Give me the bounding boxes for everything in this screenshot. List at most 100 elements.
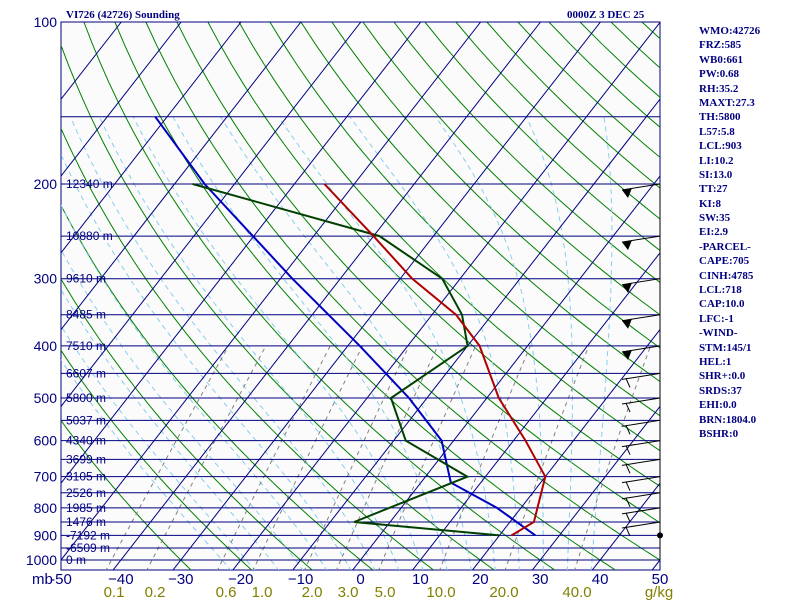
temperature-axis-labels: -50 −40 −30 −20 −10 0 10 20 30 40 50 mb (32, 571, 668, 588)
wind-barbs (621, 183, 663, 560)
isotherm-line (112, 22, 541, 570)
dry-adiabat-line (61, 419, 192, 570)
wind-barb-flag (622, 318, 632, 329)
index-item: LCL:718 (699, 284, 742, 297)
wind-barb-feather (625, 425, 631, 435)
pressure-label: 600 (34, 433, 58, 449)
wind-barb-feather (625, 497, 631, 507)
temperature-tick-label: 30 (532, 571, 549, 588)
index-item: L57:5.8 (699, 125, 735, 138)
height-label: 7510 m (66, 339, 106, 353)
pressure-label: 700 (34, 469, 58, 485)
wind-barb (621, 397, 661, 405)
wind-barb (621, 419, 661, 427)
index-item: TH:5800 (699, 111, 741, 124)
pressure-label: 500 (34, 390, 58, 406)
isotherm-line (61, 22, 362, 408)
height-label: 0 m (66, 553, 86, 567)
mixing-ratio-tick-label: 10.0 (426, 584, 455, 600)
mixing-ratio-line (105, 345, 230, 570)
mixing-ratio-line (504, 345, 590, 570)
dry-adiabat-line (424, 22, 660, 252)
pressure-label: 200 (34, 176, 58, 192)
isotherms (61, 22, 660, 570)
dry-adiabat-line (83, 22, 556, 570)
index-item: LCL:903 (699, 140, 742, 153)
index-item: CINH:4785 (699, 269, 754, 282)
wind-barb-feather (625, 512, 631, 523)
mixing-ratio-line (146, 345, 267, 570)
dry-adiabat-line (393, 22, 660, 284)
mixing-ratio-tick-label: 0.6 (216, 584, 237, 600)
dewpoint-line (192, 183, 500, 537)
mixing-ratio-lines (105, 345, 652, 570)
height-label: -7192 m (66, 528, 110, 542)
index-item: CAP:10.0 (699, 298, 745, 311)
mixing-ratio-line (378, 345, 477, 570)
wind-barb-flag (622, 187, 632, 198)
dry-adiabat-line (61, 43, 495, 570)
mixing-ratio-tick-label: 3.0 (338, 584, 359, 600)
temperature-tick-label: −40 (108, 571, 133, 588)
station-title: VI726 (42726) Sounding (66, 9, 180, 21)
height-label: 2526 m (66, 486, 106, 500)
wind-barb (621, 507, 661, 515)
dry-adiabat-line (61, 127, 435, 570)
temperature-tick-label: -50 (50, 571, 72, 588)
sounding-profiles (154, 116, 547, 537)
isotherm-line (352, 175, 660, 570)
index-item: RH:35.2 (699, 82, 739, 95)
pressure-label: 800 (34, 500, 58, 516)
index-item: KI:8 (699, 197, 721, 210)
mixing-ratio-axis-labels: 0.1 0.2 0.6 1.0 2.0 3.0 5.0 10.0 20.0 40.0 g/kg (104, 584, 674, 600)
mixing-ratio-unit-label: g/kg (645, 584, 673, 600)
wind-barb-feather (625, 481, 631, 491)
isotherm-line (292, 98, 660, 570)
isotherm-line (61, 22, 182, 177)
pressure-label: 300 (34, 271, 58, 287)
mixing-ratio-line (439, 345, 531, 570)
height-label: 3105 m (66, 470, 106, 484)
height-label: 10880 m (66, 229, 113, 243)
wind-barb (621, 492, 661, 500)
index-item: -PARCEL- (699, 240, 751, 253)
height-label: 12340 m (66, 177, 113, 191)
pressure-label: 900 (34, 527, 58, 543)
pressure-unit-label: mb (32, 571, 53, 588)
index-item: MAXT:27.3 (699, 96, 755, 109)
wind-barb-flag (622, 349, 632, 360)
wind-barb (621, 440, 661, 448)
height-label: 4340 m (66, 434, 106, 448)
dry-adiabat-line (176, 22, 660, 524)
mixing-ratio-tick-label: 0.1 (104, 584, 125, 600)
height-label: 1476 m (66, 515, 106, 529)
isotherm-line (61, 22, 482, 561)
isotherm-line (61, 22, 242, 254)
height-label: 5037 m (66, 413, 106, 427)
height-label: 9610 m (66, 272, 106, 286)
height-label: 3699 m (66, 452, 106, 466)
temperature-line (323, 183, 547, 537)
isotherm-line (411, 252, 660, 570)
index-item: CAPE:705 (699, 255, 750, 268)
surface-wind-marker (657, 532, 663, 539)
parcel-trace-line (154, 116, 536, 537)
isotherm-line (531, 405, 660, 570)
dry-adiabat-line (238, 22, 660, 452)
stability-indices-list: WMO:42726 FRZ:585 WB0:661 PW:0.68 RH:35.2 MAX… (699, 24, 760, 441)
index-item: SRDS:37 (699, 384, 742, 397)
index-item: EI:2.9 (699, 226, 729, 239)
index-item: SI:13.0 (699, 168, 733, 181)
wind-barb (621, 521, 661, 529)
index-item: WMO:42726 (699, 25, 761, 37)
index-item: SW:35 (699, 212, 731, 225)
temperature-tick-label: −20 (228, 571, 253, 588)
wind-barb-flag (622, 282, 632, 293)
temperature-tick-label: 10 (412, 571, 429, 588)
index-item: BRN:1804.0 (699, 413, 757, 426)
index-item: TT:27 (699, 183, 728, 196)
isotherm-line (172, 22, 601, 570)
dry-adiabat-line (362, 22, 660, 316)
pressure-label: 1000 (26, 552, 57, 568)
